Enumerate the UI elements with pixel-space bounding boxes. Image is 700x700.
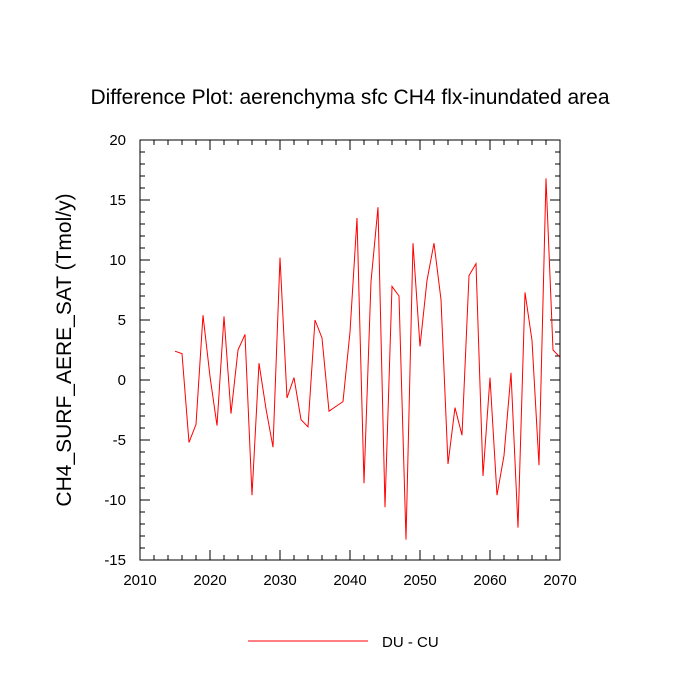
y-tick-label: 0 xyxy=(118,372,126,389)
x-tick-label: 2060 xyxy=(473,572,506,589)
x-tick-label: 2040 xyxy=(333,572,366,589)
x-tick-label: 2050 xyxy=(403,572,436,589)
series-layer xyxy=(174,178,561,540)
y-axis-label: CH4_SURF_AERE_SAT (Tmol/y) xyxy=(53,193,76,506)
tick-labels: 2010 2020 2030 2040 2050 2060 2070 -15 -10 -5 0 5 10… xyxy=(104,132,576,589)
y-tick-label: -5 xyxy=(113,432,126,449)
chart-title: Difference Plot: aerenchyma sfc CH4 flx-… xyxy=(90,86,610,109)
axis-ticks xyxy=(139,139,561,561)
y-tick-label: 20 xyxy=(109,132,126,149)
series-line-0 xyxy=(174,178,561,540)
y-tick-label: 15 xyxy=(109,192,126,209)
plot-frame xyxy=(139,139,561,561)
x-tick-label: 2020 xyxy=(193,572,226,589)
x-tick-label: 2030 xyxy=(263,572,296,589)
y-tick-label: 5 xyxy=(118,312,126,329)
y-tick-label: -15 xyxy=(104,552,126,569)
y-tick-label: 10 xyxy=(109,252,126,269)
x-tick-label: 2010 xyxy=(123,572,156,589)
y-tick-label: -10 xyxy=(104,492,126,509)
legend-label: DU - CU xyxy=(382,634,439,651)
x-tick-label: 2070 xyxy=(543,572,576,589)
